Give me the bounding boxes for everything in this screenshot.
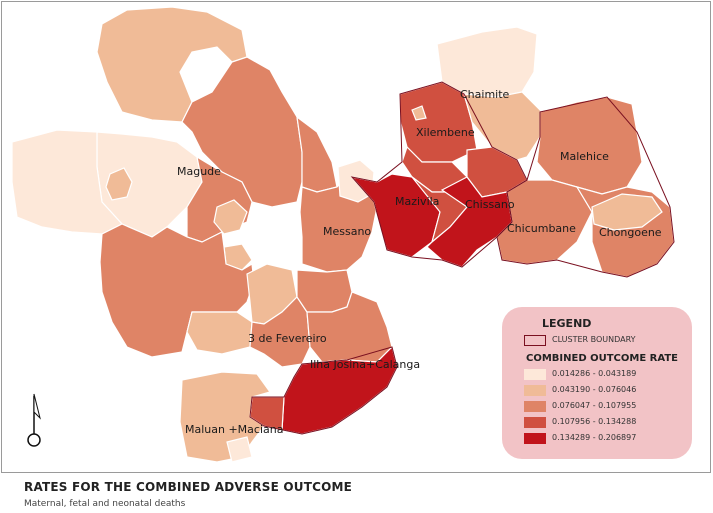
label-chissano: Chissano	[465, 198, 515, 211]
region-malehice	[536, 96, 643, 195]
label-magude: Magude	[177, 165, 221, 178]
legend-class-3: 0.076047 - 0.107955	[552, 401, 637, 410]
label-malehice: Malehice	[560, 150, 609, 163]
label-chongoene: Chongoene	[599, 226, 662, 239]
legend-swatch-3	[524, 401, 546, 412]
region-ilha-josina-north	[306, 291, 393, 363]
legend-swatch-5	[524, 433, 546, 444]
north-arrow-icon	[27, 393, 41, 447]
region-magude-spot2	[213, 199, 248, 235]
legend-rate-title: COMBINED OUTCOME RATE	[526, 353, 678, 364]
label-chicumbane: Chicumbane	[507, 222, 576, 235]
legend-swatch-2	[524, 385, 546, 396]
label-3-de-fevereiro: 3 de Fevereiro	[248, 332, 327, 345]
legend-class-1: 0.014286 - 0.043189	[552, 369, 637, 378]
legend-cluster-label: CLUSTER BOUNDARY	[552, 335, 636, 344]
cluster-boundary-ilha	[249, 346, 398, 435]
region-xilembene-spot	[411, 105, 427, 121]
label-xilembene: Xilembene	[416, 126, 475, 139]
legend-swatch-1	[524, 369, 546, 380]
label-mazivila: Mazivila	[395, 195, 440, 208]
cluster-boundary-east	[496, 96, 675, 278]
map-subtitle: Maternal, fetal and neonatal deaths	[24, 499, 186, 509]
legend-swatch-4	[524, 417, 546, 428]
legend-class-2: 0.043190 - 0.076046	[552, 385, 637, 394]
legend-class-4: 0.107956 - 0.134288	[552, 417, 637, 426]
map-title: RATES FOR THE COMBINED ADVERSE OUTCOME	[24, 480, 353, 494]
label-chaimite: Chaimite	[460, 88, 510, 101]
map-frame: Chaimite Xilembene Magude Malehice Maziv…	[1, 1, 711, 473]
legend-cluster-swatch	[524, 335, 546, 346]
region-magude-north-a	[96, 6, 248, 123]
cluster-boundary-mazivila	[350, 81, 528, 268]
label-maluan: Maluan +Maciana	[185, 423, 284, 436]
label-messano: Messano	[323, 225, 372, 238]
region-messano-south	[296, 269, 353, 313]
label-ilha-josina: Ilha Josina+Calanga	[310, 358, 421, 371]
region-chongoene-north	[591, 193, 663, 231]
choropleth-map	[11, 6, 675, 463]
legend-title: LEGEND	[542, 317, 592, 330]
legend: LEGEND CLUSTER BOUNDARY COMBINED OUTCOME…	[502, 307, 692, 459]
region-chissano	[426, 176, 513, 268]
legend-class-5: 0.134289 - 0.206897	[552, 433, 637, 442]
region-3-fevereiro-west	[186, 311, 253, 355]
region-magude-spot	[105, 167, 133, 201]
region-maluan-spot	[226, 436, 253, 463]
region-magude-north-c	[296, 115, 338, 193]
region-chaimite-south	[463, 91, 543, 161]
